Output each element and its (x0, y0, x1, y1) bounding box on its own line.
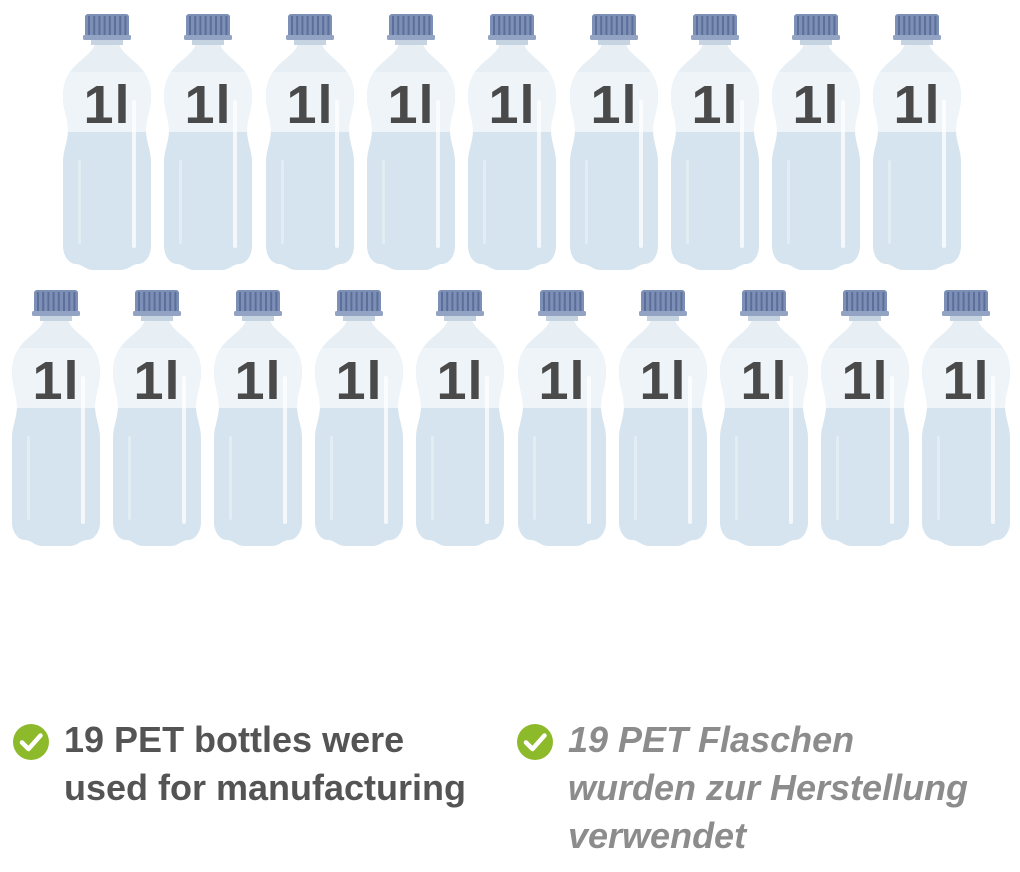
bottle-icon (416, 290, 504, 546)
bottle-volume-label: 1l (792, 75, 840, 135)
bottle-icon (570, 14, 658, 270)
bottle-volume-label: 1l (488, 75, 536, 135)
bottle-volume-label: 1l (83, 75, 131, 135)
bottle-volume-label: 1l (691, 75, 739, 135)
bottle-volume-label: 1l (639, 351, 687, 411)
bottle-icon (720, 290, 808, 546)
bottle-volume-label: 1l (32, 351, 80, 411)
bottle-volume-label: 1l (184, 75, 232, 135)
bottle-icon (214, 290, 302, 546)
bottle-volume-label: 1l (335, 351, 383, 411)
bottle-volume-label: 1l (893, 75, 941, 135)
bottle-icon (367, 14, 455, 270)
bottle-volume-label: 1l (590, 75, 638, 135)
check-circle-icon (13, 724, 49, 760)
caption-german: 19 PET Flaschen wurden zur Herstellung v… (568, 716, 968, 860)
caption-german-line-2: wurden zur Herstellung (568, 767, 969, 808)
bottle-volume-label: 1l (740, 351, 788, 411)
bottle-volume-label: 1l (841, 351, 889, 411)
caption-german-line-1: 19 PET Flaschen (568, 719, 855, 760)
bottle-icon (671, 14, 759, 270)
bottle-icon (63, 14, 151, 270)
bottle-icon (12, 290, 100, 546)
bottle-icon (315, 290, 403, 546)
bottle-volume-label: 1l (387, 75, 435, 135)
bottle-volume-label: 1l (234, 351, 282, 411)
bottle-icon (266, 14, 354, 270)
caption-german-line-3: verwendet (568, 815, 747, 856)
bottle-icon (922, 290, 1010, 546)
bottle-icon (619, 290, 707, 546)
bottle-icon (518, 290, 606, 546)
bottle-icon (772, 14, 860, 270)
check-circle-icon (517, 724, 553, 760)
caption-english-line-2: used for manufacturing (64, 767, 467, 808)
bottle-icon (468, 14, 556, 270)
caption-english-line-1: 19 PET bottles were (64, 719, 405, 760)
bottle-icon (164, 14, 252, 270)
bottle-icon (873, 14, 961, 270)
bottle-volume-label: 1l (286, 75, 334, 135)
bottle-icon (113, 290, 201, 546)
caption-english: 19 PET bottles were used for manufacturi… (64, 716, 466, 812)
bottle-volume-label: 1l (538, 351, 586, 411)
bottle-volume-label: 1l (942, 351, 990, 411)
bottle-volume-label: 1l (133, 351, 181, 411)
bottle-volume-label: 1l (436, 351, 484, 411)
bottle-icon (821, 290, 909, 546)
